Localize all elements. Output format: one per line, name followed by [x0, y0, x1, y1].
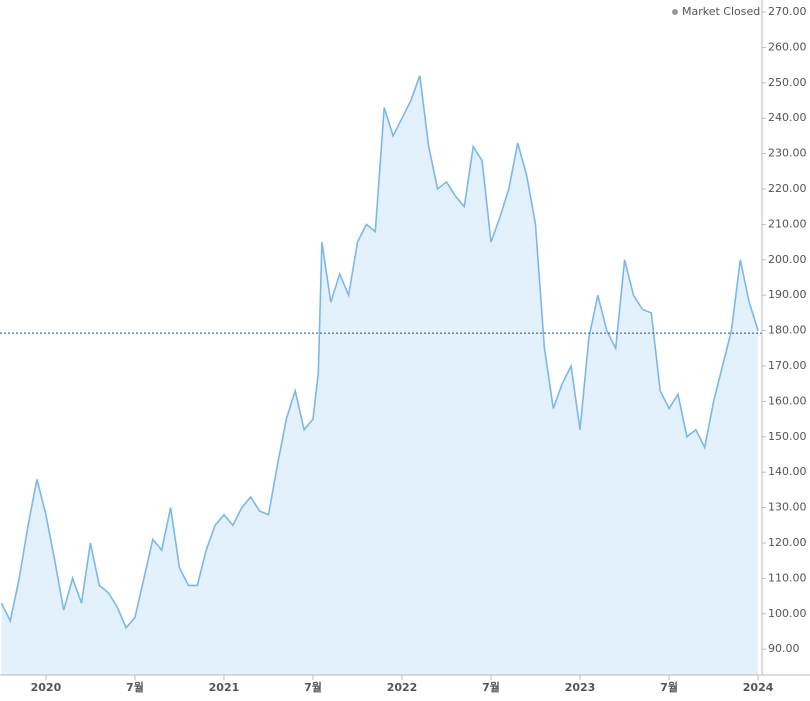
- y-tick-label: 230.00: [768, 147, 807, 160]
- y-tick-label: 120.00: [768, 536, 807, 549]
- status-dot: [672, 9, 678, 15]
- y-tick-label: 210.00: [768, 217, 807, 230]
- y-tick-label: 200.00: [768, 253, 807, 266]
- x-tick-label: 7월: [660, 680, 678, 694]
- y-tick-label: 170.00: [768, 359, 807, 372]
- area: [1, 75, 759, 675]
- x-tick-label: 2020: [31, 681, 62, 694]
- status: Market Closed: [682, 5, 760, 18]
- y-tick-label: 270.00: [768, 5, 807, 18]
- x-tick-label: 2021: [209, 681, 240, 694]
- y-tick-label: 160.00: [768, 394, 807, 407]
- y-tick-label: 260.00: [768, 40, 807, 53]
- x-tick-label: 7월: [482, 680, 500, 694]
- y-tick-label: 250.00: [768, 76, 807, 89]
- y-tick-label: 100.00: [768, 607, 807, 620]
- y-tick-label: 220.00: [768, 182, 807, 195]
- y-tick-label: 130.00: [768, 501, 807, 514]
- y-tick-label: 110.00: [768, 571, 807, 584]
- y-tick-label: 140.00: [768, 465, 807, 478]
- y-tick-label: 150.00: [768, 430, 807, 443]
- y-tick-label: 190.00: [768, 288, 807, 301]
- y-tick-label: 240.00: [768, 111, 807, 124]
- x-tick-label: 7월: [126, 680, 144, 694]
- x-tick-label: 2022: [387, 681, 418, 694]
- y-tick-label: 180.00: [768, 324, 807, 337]
- x-tick-label: 2023: [565, 681, 596, 694]
- x-tick-label: 2024: [743, 681, 774, 694]
- y-tick-label: 90.00: [768, 642, 800, 655]
- x-tick-label: 7월: [304, 680, 322, 694]
- line: [0, 75, 759, 630]
